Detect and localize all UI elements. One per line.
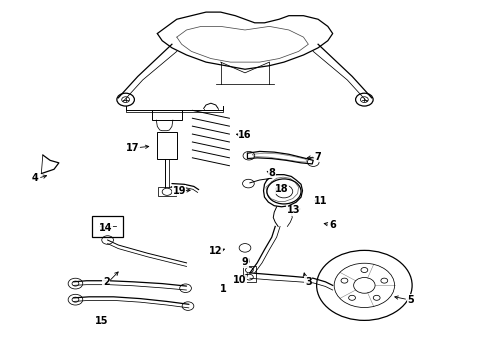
Text: 6: 6 <box>329 220 336 230</box>
Text: 1: 1 <box>220 284 226 294</box>
Text: 9: 9 <box>242 257 248 267</box>
Text: 3: 3 <box>305 277 312 287</box>
Text: 18: 18 <box>275 184 288 194</box>
Text: 10: 10 <box>233 275 247 285</box>
Text: 7: 7 <box>315 152 321 162</box>
Text: 16: 16 <box>238 130 252 140</box>
FancyBboxPatch shape <box>243 266 256 282</box>
FancyBboxPatch shape <box>152 110 182 120</box>
FancyBboxPatch shape <box>158 187 176 196</box>
FancyBboxPatch shape <box>157 132 177 158</box>
Text: 13: 13 <box>287 205 300 215</box>
Text: 14: 14 <box>99 223 113 233</box>
Text: 19: 19 <box>172 186 186 196</box>
Text: 5: 5 <box>407 295 414 305</box>
Text: 12: 12 <box>209 247 222 256</box>
FancyBboxPatch shape <box>92 216 123 237</box>
Text: 2: 2 <box>103 277 110 287</box>
Text: 8: 8 <box>269 168 275 178</box>
Text: 17: 17 <box>126 143 140 153</box>
Text: 4: 4 <box>32 173 39 183</box>
Text: 15: 15 <box>95 316 108 326</box>
Text: 11: 11 <box>314 197 327 206</box>
